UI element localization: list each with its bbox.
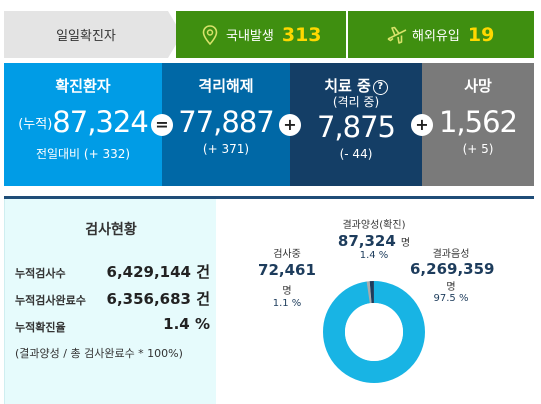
slice-percent: 97.5 %: [433, 293, 469, 304]
slice-positive: [323, 281, 425, 383]
confirmed-value: 87,324: [52, 105, 148, 139]
test-results-chart: 검사중 72,461 명 1.1 % 결과양성(확진) 87,324 명 1.4…: [216, 199, 534, 404]
slice-label-testing: 검사중 72,461 명 1.1 %: [252, 245, 322, 309]
overseas-value: 19: [467, 23, 495, 46]
slice-unit: 명: [400, 238, 411, 249]
treatment-subtitle: (격리 중): [332, 95, 380, 109]
treatment-value: 7,875: [316, 110, 396, 144]
domestic-value: 313: [281, 23, 322, 46]
test-row: 누적검사완료수 6,356,683 건: [15, 288, 210, 308]
confirmed-prefix: (누적): [18, 117, 53, 132]
slice-value: 72,461: [258, 261, 316, 279]
help-icon[interactable]: ?: [372, 80, 388, 95]
overseas-label: 해외유입: [412, 29, 460, 44]
donut-chart: [323, 281, 425, 383]
treatment-title: 치료 중: [324, 77, 371, 95]
confirmed-title: 확진환자: [55, 77, 111, 95]
slice-value: 87,324: [337, 232, 396, 250]
slice-name: 결과양성(확진): [342, 220, 406, 231]
section-divider: [4, 196, 534, 199]
test-row-label: 누적확진율: [15, 321, 66, 334]
test-rate-note: (결과양성 / 총 검사완료수 * 100%): [15, 347, 183, 360]
slice-unit: 명: [282, 286, 292, 297]
treatment-title-row: 치료 중?: [290, 77, 422, 95]
test-status-panel: 검사현황 누적검사수 6,429,144 건 누적검사완료수 6,356,683…: [4, 199, 216, 404]
deaths-value: 1,562: [438, 105, 518, 139]
airplane-icon: [387, 26, 407, 44]
slice-percent: 1.1 %: [272, 298, 302, 309]
released-title: 격리해제: [198, 77, 254, 95]
deaths-box: 사망 1,562 (+ 5): [422, 63, 534, 186]
released-box: 격리해제 77,887 (+ 371): [162, 63, 290, 186]
daily-cases-bar: 일일확진자 국내발생 313 해외유입 19: [4, 11, 534, 58]
equals-icon: =: [151, 114, 173, 136]
deaths-delta: (+ 5): [462, 142, 494, 156]
slice-percent: 1.4 %: [359, 250, 389, 261]
domestic-cases: 국내발생 313: [176, 11, 346, 58]
slice-value: 6,269,359: [410, 260, 495, 278]
plus-icon: +: [279, 114, 301, 136]
treatment-box: 치료 중? (격리 중) 7,875 (- 44): [290, 63, 422, 186]
test-status-title: 검사현황: [85, 222, 137, 238]
test-row: 누적확진율 1.4 %: [15, 315, 210, 335]
slice-label-negative: 결과음성 6,269,359 명 97.5 %: [410, 245, 495, 304]
slice-negative: [323, 281, 425, 383]
confirmed-box: 확진환자 (누적)87,324 전일대비 (+ 332): [4, 63, 162, 186]
confirmed-delta: 전일대비 (+ 332): [35, 147, 131, 161]
test-row-value: 1.4 %: [163, 315, 210, 333]
deaths-title: 사망: [464, 77, 492, 95]
test-row-value: 6,356,683 건: [106, 290, 210, 308]
slice-name: 검사중: [273, 249, 301, 260]
treatment-delta: (- 44): [339, 147, 373, 161]
test-row: 누적검사수 6,429,144 건: [15, 261, 210, 281]
released-delta: (+ 371): [202, 142, 250, 156]
domestic-label: 국내발생: [226, 29, 274, 44]
confirmed-total: (누적)87,324: [4, 105, 162, 142]
test-row-label: 누적검사수: [15, 267, 66, 280]
released-value: 77,887: [178, 105, 274, 139]
test-row-value: 6,429,144 건: [106, 263, 210, 281]
slice-label-positive: 결과양성(확진) 87,324 명 1.4 %: [324, 216, 424, 261]
test-row-label: 누적검사완료수: [15, 294, 86, 307]
slice-name: 결과음성: [432, 249, 470, 260]
plus-icon: +: [411, 114, 433, 136]
overseas-cases: 해외유입 19: [348, 11, 534, 58]
map-pin-icon: [202, 25, 218, 45]
donut-hole: [345, 303, 403, 361]
daily-cases-label: 일일확진자: [4, 11, 182, 58]
slice-unit: 명: [446, 282, 456, 293]
